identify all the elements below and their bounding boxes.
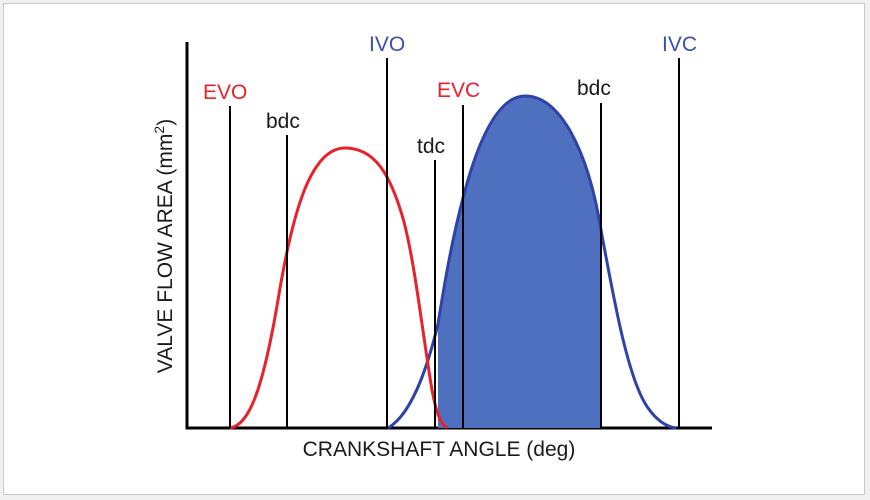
y-axis-label: VALVE FLOW AREA (mm2)	[151, 119, 177, 373]
intake-valve-filled-area	[438, 96, 601, 428]
ivo-label: IVO	[369, 33, 405, 56]
y-axis-label-suffix: )	[154, 119, 177, 126]
ivc-label: IVC	[662, 33, 697, 56]
exhaust-valve-curve	[229, 146, 448, 430]
bdc-2-label: bdc	[577, 77, 611, 100]
bdc-1-label: bdc	[266, 110, 300, 133]
intake-valve-curve	[387, 94, 677, 430]
evc-label: EVC	[437, 79, 480, 102]
x-axis-label: CRANKSHAFT ANGLE (deg)	[303, 438, 576, 461]
y-axis-label-text: VALVE FLOW AREA (mm	[154, 134, 177, 374]
evo-label: EVO	[203, 81, 247, 104]
y-axis-label-superscript: 2	[151, 126, 167, 134]
tdc-label: tdc	[417, 135, 445, 158]
